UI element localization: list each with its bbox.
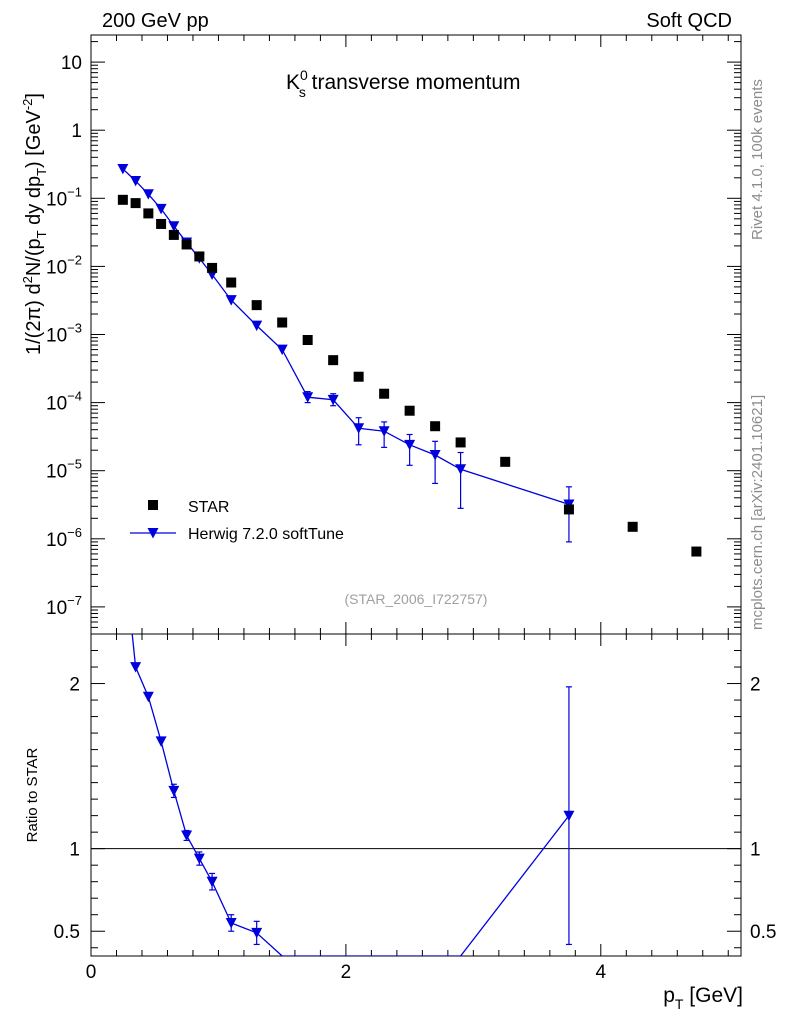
- ratio-tick-label: 2: [69, 675, 80, 696]
- star-point: [691, 546, 702, 557]
- y-axis-label: 1/(2π) d2N/(pT dy dpT) [GeV-2]: [20, 93, 49, 355]
- star-point: [156, 218, 167, 229]
- y-tick-label: 1: [71, 121, 82, 142]
- ratio-point: [142, 691, 154, 703]
- ratio-point: [130, 662, 142, 673]
- y-tick-label: 10−7: [46, 593, 82, 619]
- ratio-point: [168, 785, 180, 797]
- legend-group: STAR Herwig 7.2.0 softTune: [130, 499, 344, 543]
- x-axis-label: pT [GeV]: [663, 984, 743, 1012]
- ratio-point: [181, 830, 193, 841]
- x-tick-label: 2: [341, 962, 352, 983]
- ratio-point: [193, 853, 205, 865]
- y-tick-label: 10−4: [46, 389, 82, 415]
- herwig-point: [130, 175, 142, 187]
- star-point: [353, 371, 364, 382]
- legend-star-label: STAR: [188, 499, 229, 516]
- rivet-label: Rivet 4.1.0, 100k events: [749, 79, 766, 240]
- herwig-point: [155, 203, 167, 215]
- ratio-tick-label-right: 2: [750, 675, 761, 696]
- star-point: [430, 421, 441, 432]
- herwig-line: [122, 168, 570, 506]
- herwig-point: [225, 295, 237, 306]
- star-point: [168, 229, 179, 240]
- herwig-point: [429, 450, 441, 461]
- star-point: [181, 239, 192, 250]
- y-tick-label: 10: [61, 53, 82, 74]
- ratio-y-axis-label: Ratio to STAR: [24, 747, 41, 842]
- y-tick-label: 10−1: [46, 184, 82, 210]
- header-right: Soft QCD: [646, 10, 732, 32]
- x-tick-label: 0: [86, 962, 97, 983]
- ratio-plot-frame: [90, 633, 742, 957]
- legend-herwig-label: Herwig 7.2.0 softTune: [188, 526, 344, 543]
- star-point: [627, 521, 638, 532]
- star-point: [302, 335, 313, 346]
- legend-star-marker: [148, 500, 158, 510]
- ratio-tick-label: 1: [69, 840, 80, 861]
- marks-group: [117, 163, 702, 956]
- star-point: [194, 251, 205, 262]
- herwig-point: [404, 439, 416, 451]
- herwig-point: [378, 426, 390, 437]
- ratio-point: [206, 876, 218, 888]
- legend-herwig-marker: [147, 528, 159, 539]
- herwig-point: [455, 464, 467, 475]
- herwig-point: [302, 392, 314, 403]
- ratio-tick-label: 0.5: [54, 922, 80, 943]
- ratio-point: [563, 810, 575, 822]
- star-point: [563, 504, 574, 515]
- star-point: [404, 405, 415, 416]
- ratio-point: [225, 918, 237, 929]
- herwig-point: [353, 423, 365, 434]
- y-tick-label: 10−3: [46, 321, 82, 347]
- axes-group: 0 2 4 10 1 10−1 10−2 10−3 10−4 10−5 10−6 10−7 2 2 1 1 0.…: [46, 35, 776, 983]
- star-point: [251, 300, 262, 311]
- herwig-point: [142, 189, 154, 200]
- y-tick-label: 10−5: [46, 457, 82, 483]
- star-point: [226, 277, 237, 288]
- herwig-point: [327, 394, 339, 406]
- star-point: [379, 388, 390, 399]
- star-point: [130, 198, 141, 209]
- mcplots-label: mcplots.cern.ch [arXiv:2401.10621]: [749, 395, 766, 630]
- herwig-point: [251, 320, 263, 332]
- ratio-point: [251, 927, 263, 939]
- y-tick-label: 10−6: [46, 525, 82, 551]
- herwig-point: [117, 163, 129, 175]
- herwig-point: [276, 344, 288, 356]
- star-point: [455, 437, 466, 448]
- ratio-point: [155, 736, 167, 747]
- star-point: [143, 208, 154, 219]
- x-tick-label: 4: [596, 962, 607, 983]
- plot-title: K0 s transverse momentum: [286, 67, 521, 100]
- ratio-tick-label-right: 0.5: [750, 922, 776, 943]
- star-point: [207, 262, 218, 273]
- star-point: [328, 355, 339, 366]
- ratio-tick-label-right: 1: [750, 840, 761, 861]
- star-point: [277, 317, 288, 328]
- star-point: [500, 456, 511, 467]
- header-left: 200 GeV pp: [102, 10, 209, 32]
- main-plot-frame: [90, 34, 742, 635]
- herwig-point: [168, 221, 180, 232]
- analysis-id: (STAR_2006_I722757): [345, 591, 488, 607]
- star-point: [117, 194, 128, 205]
- y-tick-label: 10−2: [46, 252, 82, 278]
